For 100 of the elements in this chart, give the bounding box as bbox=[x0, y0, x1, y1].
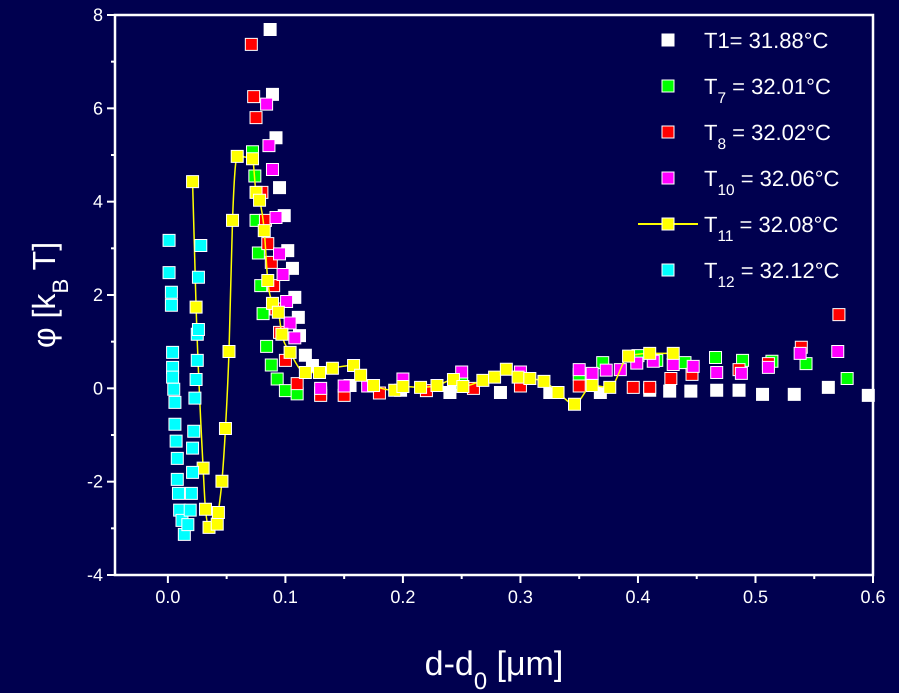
point bbox=[247, 90, 260, 104]
y-tick-label: 4 bbox=[92, 192, 103, 212]
point bbox=[643, 346, 656, 360]
point bbox=[276, 268, 290, 281]
point bbox=[314, 382, 328, 395]
legend-label: T$_{8}$ = 32.02°C bbox=[704, 120, 831, 152]
point bbox=[166, 346, 180, 359]
point bbox=[261, 274, 274, 288]
point bbox=[264, 22, 277, 36]
point bbox=[822, 380, 835, 394]
point bbox=[164, 298, 178, 312]
point bbox=[643, 380, 656, 394]
point bbox=[832, 308, 846, 322]
point bbox=[273, 247, 286, 260]
point bbox=[280, 295, 294, 308]
point bbox=[537, 374, 550, 388]
point bbox=[709, 351, 722, 364]
point bbox=[326, 362, 339, 375]
legend-label: T1= 31.88°C bbox=[704, 28, 828, 53]
point bbox=[476, 374, 490, 387]
point bbox=[230, 150, 244, 163]
point bbox=[523, 372, 536, 386]
point bbox=[734, 366, 748, 380]
point bbox=[188, 392, 202, 405]
point bbox=[172, 486, 185, 500]
point bbox=[190, 372, 203, 386]
point bbox=[164, 286, 178, 299]
point bbox=[710, 384, 724, 397]
point bbox=[244, 38, 258, 51]
point bbox=[168, 396, 182, 409]
point bbox=[414, 380, 428, 394]
point bbox=[788, 388, 801, 401]
point bbox=[166, 370, 180, 384]
point bbox=[494, 386, 507, 400]
point bbox=[181, 518, 194, 532]
point bbox=[732, 384, 746, 397]
point bbox=[572, 363, 586, 376]
point bbox=[270, 372, 284, 386]
point bbox=[215, 474, 228, 488]
point bbox=[572, 380, 586, 392]
y-tick-label: 2 bbox=[92, 285, 103, 305]
point bbox=[284, 316, 297, 330]
point bbox=[367, 379, 380, 392]
point bbox=[603, 380, 616, 394]
y-tick-label: 6 bbox=[92, 98, 103, 118]
point bbox=[222, 344, 236, 358]
point bbox=[186, 442, 200, 455]
point bbox=[396, 380, 410, 393]
point bbox=[256, 307, 270, 320]
legend-label: T$_{11}$ = 32.08°C bbox=[704, 212, 838, 244]
legend-label: T$_{12}$ = 32.12°C bbox=[704, 258, 840, 290]
x-tick-label: 0.4 bbox=[625, 587, 650, 607]
point bbox=[192, 323, 205, 336]
point bbox=[187, 424, 200, 438]
point bbox=[184, 486, 198, 500]
point bbox=[288, 331, 302, 344]
point bbox=[190, 300, 203, 314]
point bbox=[162, 234, 176, 247]
y-tick-label: -2 bbox=[86, 472, 103, 492]
point bbox=[258, 224, 271, 238]
point bbox=[347, 358, 360, 372]
point bbox=[198, 502, 212, 516]
point bbox=[264, 358, 278, 372]
point bbox=[831, 344, 844, 358]
point bbox=[246, 152, 259, 166]
point bbox=[186, 466, 200, 479]
point bbox=[190, 354, 204, 367]
point bbox=[260, 98, 274, 111]
point bbox=[218, 422, 232, 435]
point bbox=[794, 346, 807, 360]
point bbox=[194, 239, 208, 252]
point bbox=[162, 266, 176, 280]
point bbox=[622, 350, 636, 363]
point bbox=[626, 380, 640, 394]
x-axis-title: d-d$_{0}$ [μm] bbox=[424, 645, 564, 693]
point bbox=[260, 340, 274, 353]
point bbox=[290, 377, 304, 390]
point bbox=[186, 175, 200, 188]
point bbox=[270, 211, 282, 224]
point bbox=[762, 360, 775, 374]
point bbox=[262, 139, 276, 152]
point bbox=[167, 382, 180, 396]
point bbox=[170, 452, 184, 465]
point bbox=[298, 348, 312, 362]
x-tick-label: 0.0 bbox=[155, 587, 180, 607]
x-tick-label: 0.6 bbox=[860, 587, 886, 607]
point bbox=[443, 386, 456, 400]
point bbox=[500, 362, 513, 376]
point bbox=[284, 346, 297, 359]
point bbox=[192, 270, 205, 284]
point bbox=[252, 246, 265, 260]
point bbox=[663, 384, 676, 398]
point bbox=[312, 366, 326, 379]
point bbox=[210, 518, 224, 531]
point bbox=[686, 360, 700, 373]
point bbox=[250, 111, 263, 124]
y-tick-label: 8 bbox=[92, 5, 103, 25]
y-tick-label: 0 bbox=[92, 378, 103, 398]
point bbox=[664, 372, 678, 386]
point bbox=[266, 162, 279, 176]
